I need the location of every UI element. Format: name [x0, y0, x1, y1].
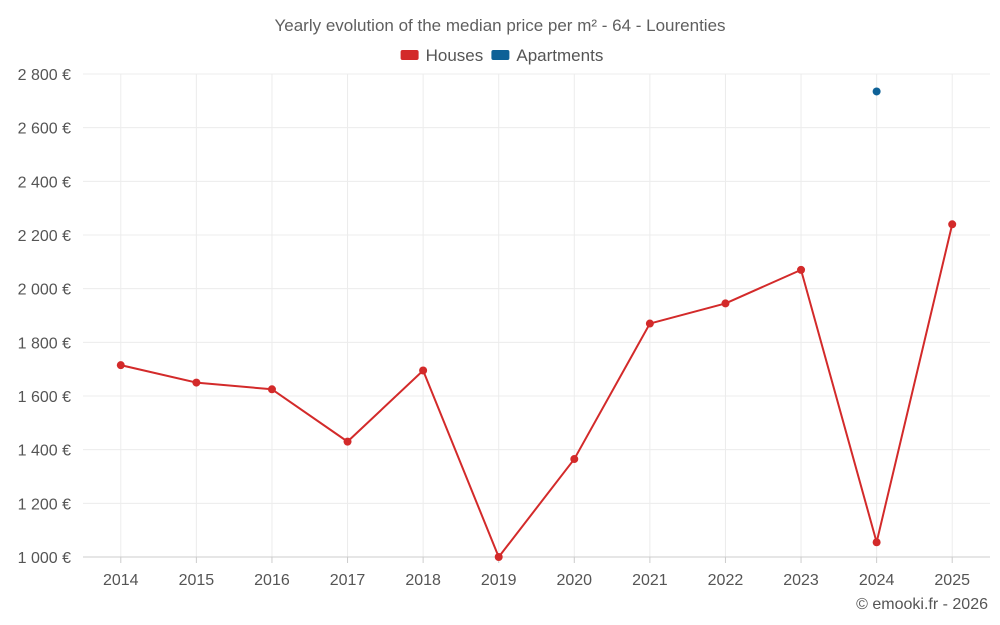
x-tick-label: 2023: [783, 572, 819, 589]
y-tick-label: 1 800 €: [18, 335, 71, 352]
houses-data-point[interactable]: [419, 366, 428, 375]
x-tick-label: 2018: [405, 572, 441, 589]
legend-swatch: [400, 50, 419, 60]
x-tick-label: 2021: [632, 572, 668, 589]
houses-data-point[interactable]: [948, 220, 957, 229]
legend: Houses Apartments: [400, 46, 603, 65]
y-tick-label: 2 200 €: [18, 228, 71, 245]
legend-swatch: [491, 50, 510, 60]
houses-data-point[interactable]: [721, 299, 730, 308]
houses-data-point[interactable]: [116, 361, 125, 370]
y-tick-label: 1 000 €: [18, 550, 71, 567]
chart-title: Yearly evolution of the median price per…: [274, 16, 725, 35]
y-tick-label: 2 000 €: [18, 282, 71, 299]
y-tick-label: 2 600 €: [18, 121, 71, 138]
houses-data-point[interactable]: [192, 378, 201, 387]
houses-data-point[interactable]: [872, 538, 881, 547]
legend-item-houses[interactable]: Houses: [400, 46, 484, 65]
apartments-data-point[interactable]: [872, 87, 881, 96]
y-tick-label: 2 400 €: [18, 174, 71, 191]
x-tick-label: 2015: [179, 572, 215, 589]
houses-data-point[interactable]: [797, 265, 806, 274]
grid: [83, 73, 990, 558]
x-tick-label: 2024: [859, 572, 895, 589]
x-tick-label: 2022: [708, 572, 744, 589]
houses-data-point[interactable]: [645, 319, 654, 328]
houses-data-point[interactable]: [343, 437, 352, 446]
x-tick-label: 2025: [934, 572, 970, 589]
legend-item-apartments[interactable]: Apartments: [491, 46, 603, 65]
x-tick-label: 2019: [481, 572, 517, 589]
x-tick-label: 2017: [330, 572, 366, 589]
houses-data-point[interactable]: [494, 553, 503, 561]
houses-data-point[interactable]: [267, 385, 276, 394]
x-tick-label: 2016: [254, 572, 290, 589]
credit-text: © emooki.fr - 2026: [856, 596, 988, 613]
houses-data-point[interactable]: [570, 455, 579, 464]
x-tick-label: 2020: [556, 572, 592, 589]
axes: 1 000 € 1 200 € 1 400 € 1 600 € 1 800 € 2 000…: [18, 67, 990, 589]
y-tick-label: 1 400 €: [18, 443, 71, 460]
houses-series-line: [120, 224, 954, 558]
series: [116, 87, 957, 561]
y-tick-label: 1 200 €: [18, 496, 71, 513]
legend-label: Houses: [426, 46, 484, 65]
y-tick-label: 2 800 €: [18, 67, 71, 84]
y-tick-label: 1 600 €: [18, 389, 71, 406]
legend-label: Apartments: [516, 46, 603, 65]
x-tick-label: 2014: [103, 572, 139, 589]
